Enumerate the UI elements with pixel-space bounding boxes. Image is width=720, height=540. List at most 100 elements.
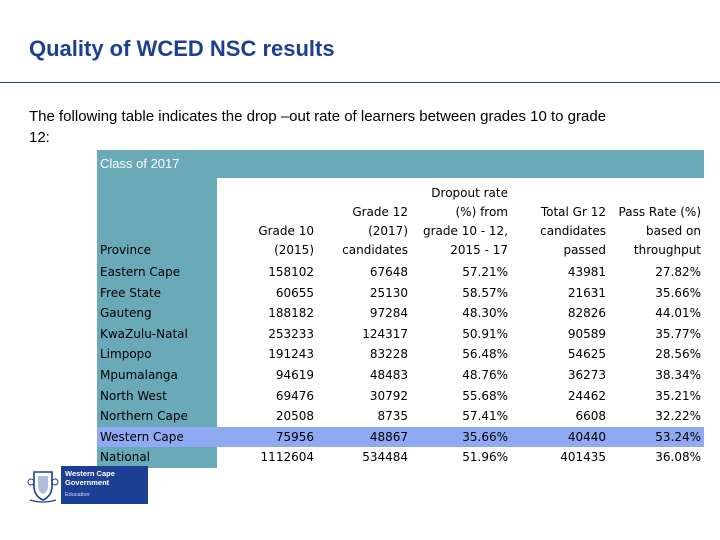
province-cell: Northern Cape xyxy=(97,406,217,427)
value-cell: 97284 xyxy=(369,306,408,321)
province-cell: Gauteng xyxy=(97,303,217,324)
column-header: Dropout rate (%) from grade 10 - 12, 2015 -… xyxy=(411,178,511,262)
province-cell: Western Cape xyxy=(97,426,217,448)
table-caption: Class of 2017 xyxy=(97,150,704,178)
logo-line-1: Western Cape xyxy=(65,469,115,478)
western-cape-government-logo: Western Cape Government Education xyxy=(26,466,148,504)
table-row: Northern Cape 20508 8735 57.41% 6608 32.22% xyxy=(97,406,704,427)
value-cell: 35.77% xyxy=(655,326,701,341)
value-cell: 94619 xyxy=(275,367,314,382)
column-header-line: Province xyxy=(100,243,152,257)
column-header-line: Pass Rate (%) xyxy=(618,205,701,219)
value-cell: 25130 xyxy=(369,285,408,300)
column-header-line: (2017) xyxy=(368,224,408,238)
value-cell: 48867 xyxy=(317,426,411,448)
table-row: North West 69476 30792 55.68% 24462 35.21% xyxy=(97,385,704,407)
logo-text-box: Western Cape Government Education xyxy=(61,466,148,504)
value-cell: 6608 xyxy=(575,409,606,424)
value-cell: 21631 xyxy=(567,285,606,300)
value-cell: 82826 xyxy=(567,306,606,321)
table-row: National 1112604 534484 51.96% 401435 36.08% xyxy=(97,447,704,468)
value-cell: 44.01% xyxy=(655,306,701,321)
value-cell: 90589 xyxy=(567,326,606,341)
value-cell: 51.96% xyxy=(462,450,508,465)
value-cell: 53.24% xyxy=(609,426,704,448)
value-cell: 69476 xyxy=(275,388,314,403)
value-cell: 50.91% xyxy=(462,326,508,341)
value-cell: 54625 xyxy=(567,347,606,362)
value-cell: 36.08% xyxy=(655,450,701,465)
value-cell: 35.66% xyxy=(655,285,701,300)
value-cell: 27.82% xyxy=(655,265,701,279)
column-header-line: grade 10 - 12, xyxy=(422,224,508,238)
column-header-line: (%) from xyxy=(455,205,508,219)
value-cell: 75956 xyxy=(217,426,317,448)
results-table: Class of 2017 Province Grade 10 (2015) Grad… xyxy=(97,150,704,468)
value-cell: 30792 xyxy=(369,388,408,403)
column-header: Total Gr 12 candidates passed xyxy=(511,178,609,262)
column-header-line: Grade 12 xyxy=(352,205,408,219)
column-header: Province xyxy=(97,178,217,262)
logo-line-3: Education xyxy=(65,492,90,498)
value-cell: 57.21% xyxy=(462,265,508,279)
value-cell: 48.76% xyxy=(462,367,508,382)
value-cell: 60655 xyxy=(275,285,314,300)
column-header: Grade 12 (2017) candidates xyxy=(317,178,411,262)
value-cell: 83228 xyxy=(369,347,408,362)
value-cell: 1112604 xyxy=(260,450,314,465)
table-row: Gauteng 188182 97284 48.30% 82826 44.01% xyxy=(97,303,704,324)
table-row: Free State 60655 25130 58.57% 21631 35.66% xyxy=(97,282,704,304)
value-cell: 58.57% xyxy=(462,285,508,300)
value-cell: 20508 xyxy=(275,409,314,424)
column-header-line: candidates xyxy=(342,243,408,257)
value-cell: 43981 xyxy=(567,265,606,279)
table-caption-row: Class of 2017 xyxy=(97,150,704,178)
province-cell: Eastern Cape xyxy=(97,262,217,283)
value-cell: 36273 xyxy=(567,367,606,382)
province-cell: North West xyxy=(97,385,217,407)
slide-title: Quality of WCED NSC results xyxy=(29,36,335,61)
logo-line-2: Government xyxy=(65,478,110,487)
province-cell: Free State xyxy=(97,282,217,304)
value-cell: 124317 xyxy=(362,326,408,341)
intro-text: The following table indicates the drop –… xyxy=(29,108,607,146)
coat-of-arms-icon xyxy=(27,471,59,503)
column-header-line: Total Gr 12 xyxy=(540,205,606,219)
table-row: KwaZulu-Natal 253233 124317 50.91% 90589 35.7… xyxy=(97,323,704,345)
value-cell: 40440 xyxy=(511,426,609,448)
column-header-row: Province Grade 10 (2015) Grade 12 (2017) cand… xyxy=(97,178,704,262)
column-header-line: Grade 10 xyxy=(258,224,314,238)
column-header-line: based on xyxy=(646,224,701,238)
column-header-line: throughput xyxy=(633,243,701,257)
province-cell: KwaZulu-Natal xyxy=(97,323,217,345)
value-cell: 158102 xyxy=(268,265,314,279)
province-cell: National xyxy=(97,447,217,468)
value-cell: 48483 xyxy=(369,367,408,382)
value-cell: 48.30% xyxy=(462,306,508,321)
value-cell: 67648 xyxy=(369,265,408,279)
table-row: Western Cape 75956 48867 35.66% 40440 53.24% xyxy=(97,426,704,448)
column-header-line: candidates xyxy=(540,224,606,238)
value-cell: 35.66% xyxy=(411,426,511,448)
column-header-line: passed xyxy=(563,243,606,257)
value-cell: 35.21% xyxy=(655,388,701,403)
value-cell: 401435 xyxy=(560,450,606,465)
value-cell: 55.68% xyxy=(462,388,508,403)
value-cell: 38.34% xyxy=(655,367,701,382)
value-cell: 534484 xyxy=(362,450,408,465)
value-cell: 191243 xyxy=(268,347,314,362)
table-row: Eastern Cape 158102 67648 57.21% 43981 27.82% xyxy=(97,262,704,283)
province-cell: Limpopo xyxy=(97,344,217,365)
column-header: Pass Rate (%) based on throughput xyxy=(609,178,704,262)
province-cell: Mpumalanga xyxy=(97,364,217,386)
column-header: Grade 10 (2015) xyxy=(217,178,317,262)
column-header-line: (2015) xyxy=(274,243,314,257)
value-cell: 57.41% xyxy=(462,409,508,424)
value-cell: 24462 xyxy=(567,388,606,403)
column-header-line: 2015 - 17 xyxy=(450,243,508,257)
value-cell: 28.56% xyxy=(655,347,701,362)
title-divider xyxy=(0,82,720,83)
value-cell: 56.48% xyxy=(462,347,508,362)
value-cell: 32.22% xyxy=(655,409,701,424)
value-cell: 253233 xyxy=(268,326,314,341)
